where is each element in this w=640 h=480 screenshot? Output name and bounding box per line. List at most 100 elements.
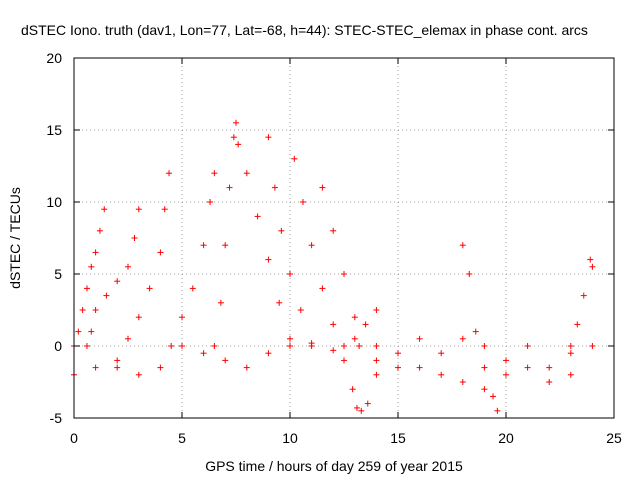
- data-point-series-0: [75, 328, 82, 335]
- x-tick-label: 5: [178, 430, 186, 446]
- data-points: [71, 119, 596, 414]
- data-point-series-1: [103, 292, 110, 299]
- data-point-series-2: [125, 335, 131, 342]
- data-point-series-9: [438, 350, 445, 357]
- data-point-series-8: [364, 400, 371, 407]
- x-tick-label: 0: [70, 430, 78, 446]
- data-point-series-9: [200, 350, 207, 357]
- data-point-series-8: [349, 386, 356, 393]
- data-point-series-2: [157, 249, 164, 256]
- data-point-series-4: [265, 256, 272, 263]
- data-point-series-10: [459, 379, 466, 385]
- data-point-series-9: [567, 350, 574, 357]
- data-point-series-8: [373, 371, 380, 378]
- data-point-series-8: [341, 357, 347, 364]
- data-point-series-0: [88, 263, 95, 270]
- data-point-series-2: [161, 206, 168, 213]
- data-point-series-6: [341, 343, 347, 349]
- y-tick-label: 20: [46, 50, 62, 66]
- data-point-series-11: [494, 407, 501, 414]
- data-point-series-9: [330, 347, 337, 354]
- data-point-series-11: [459, 242, 466, 249]
- data-point-series-0: [92, 249, 99, 256]
- y-tick-label: 10: [46, 194, 62, 210]
- data-point-series-6: [319, 285, 326, 292]
- data-point-series-9: [524, 343, 531, 349]
- data-point-series-10: [373, 357, 380, 364]
- data-point-series-9: [135, 371, 142, 378]
- data-point-series-0: [101, 206, 108, 213]
- x-axis-label: GPS time / hours of day 259 of year 2015: [205, 458, 463, 474]
- y-tick-label: -5: [50, 410, 63, 426]
- y-tick-label: 5: [54, 266, 62, 282]
- data-point-series-4: [254, 213, 261, 220]
- data-point-series-3: [211, 170, 218, 177]
- data-point-series-9: [157, 364, 164, 371]
- data-point-series-5: [287, 271, 293, 277]
- data-point-series-9: [481, 343, 488, 349]
- x-tick-label: 20: [498, 430, 514, 446]
- data-point-series-11: [466, 271, 473, 277]
- data-point-series-4: [276, 299, 283, 306]
- data-point-series-12: [587, 256, 594, 263]
- data-point-series-10: [546, 379, 553, 385]
- data-point-series-9: [416, 335, 423, 342]
- chart-title: dSTEC Iono. truth (dav1, Lon=77, Lat=-68…: [21, 22, 588, 38]
- data-point-series-4: [287, 335, 293, 342]
- data-point-series-4: [222, 242, 229, 249]
- data-point-series-5: [278, 227, 285, 234]
- data-point-series-9: [308, 340, 315, 347]
- data-point-series-2: [114, 357, 121, 364]
- data-point-series-1: [114, 278, 121, 285]
- data-point-series-3: [179, 314, 185, 321]
- data-point-series-6: [299, 199, 306, 205]
- data-point-series-7: [373, 307, 380, 313]
- data-point-series-7: [351, 314, 358, 321]
- data-point-series-9: [92, 364, 99, 371]
- data-point-series-9: [179, 343, 185, 349]
- data-point-series-5: [297, 307, 304, 313]
- plot-frame: [73, 57, 615, 419]
- data-point-series-5: [265, 134, 272, 141]
- data-point-series-3: [207, 199, 214, 205]
- data-point-series-7: [319, 184, 326, 191]
- data-point-series-4: [243, 170, 250, 177]
- y-axis-label: dSTEC / TECUs: [7, 187, 23, 289]
- data-point-series-1: [125, 263, 131, 270]
- data-point-series-12: [574, 321, 581, 328]
- data-point-series-10: [524, 364, 531, 371]
- data-point-series-9: [114, 364, 121, 371]
- data-point-series-0: [96, 227, 103, 234]
- data-point-series-9: [351, 335, 358, 342]
- data-point-series-9: [395, 350, 401, 357]
- x-tick-label: 10: [282, 430, 298, 446]
- data-point-series-10: [567, 371, 574, 378]
- data-point-series-6: [308, 242, 315, 249]
- data-point-series-11: [490, 393, 497, 400]
- data-point-series-6: [330, 321, 337, 328]
- data-point-series-10: [503, 371, 509, 378]
- data-point-series-4: [235, 141, 242, 148]
- data-point-series-12: [580, 292, 587, 299]
- data-point-series-9: [546, 364, 553, 371]
- data-point-series-3: [168, 343, 175, 349]
- data-point-series-7: [356, 343, 363, 349]
- data-point-series-2: [166, 170, 173, 177]
- data-point-series-9: [589, 343, 596, 349]
- data-point-series-4: [226, 184, 233, 191]
- grid-lines: [74, 58, 614, 418]
- data-point-series-12: [567, 343, 574, 349]
- y-tick-label: 15: [46, 122, 62, 138]
- data-point-series-10: [416, 364, 423, 371]
- axis-ticks: 0 5 10 15 20 25 -5 0 5 10 15 20: [46, 50, 622, 446]
- data-point-series-2: [135, 314, 142, 321]
- data-point-series-6: [291, 155, 298, 162]
- data-point-series-9: [373, 343, 380, 349]
- data-point-series-7: [330, 227, 337, 234]
- data-point-series-0: [83, 285, 90, 292]
- data-point-series-4: [230, 134, 237, 141]
- data-point-series-11: [481, 364, 488, 371]
- data-point-series-4: [233, 119, 239, 126]
- data-point-series-9: [503, 357, 509, 364]
